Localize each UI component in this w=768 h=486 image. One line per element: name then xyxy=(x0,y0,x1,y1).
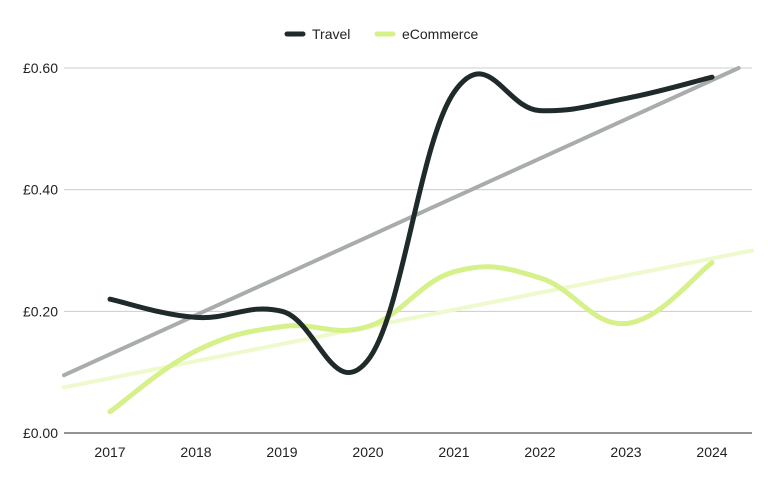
x-tick-label: 2020 xyxy=(352,444,383,460)
gridlines xyxy=(64,67,752,434)
trendline-ecommerce xyxy=(62,248,754,390)
series-line-travel xyxy=(107,71,715,376)
y-tick-label: £0.40 xyxy=(23,182,58,198)
trendlines xyxy=(62,66,754,390)
y-axis-ticks: £0.00 £0.20 £0.40 £0.60 xyxy=(23,60,58,441)
y-tick-label: £0.00 xyxy=(23,425,58,441)
x-tick-label: 2019 xyxy=(266,444,297,460)
series-line-ecommerce xyxy=(107,260,715,415)
x-tick-label: 2017 xyxy=(94,444,125,460)
legend-label: Travel xyxy=(312,26,350,42)
x-tick-label: 2023 xyxy=(610,444,641,460)
trendline-travel xyxy=(62,66,741,378)
y-tick-label: £0.20 xyxy=(23,303,58,319)
y-tick-label: £0.60 xyxy=(23,60,58,76)
x-tick-label: 2024 xyxy=(696,444,727,460)
x-tick-label: 2018 xyxy=(180,444,211,460)
x-tick-label: 2022 xyxy=(524,444,555,460)
x-axis-ticks: 2017 2018 2019 2020 2021 2022 2023 2024 xyxy=(94,444,727,460)
legend-label: eCommerce xyxy=(402,26,478,42)
legend: Travel eCommerce xyxy=(284,26,478,42)
x-tick-label: 2021 xyxy=(438,444,469,460)
series-lines xyxy=(107,71,715,415)
